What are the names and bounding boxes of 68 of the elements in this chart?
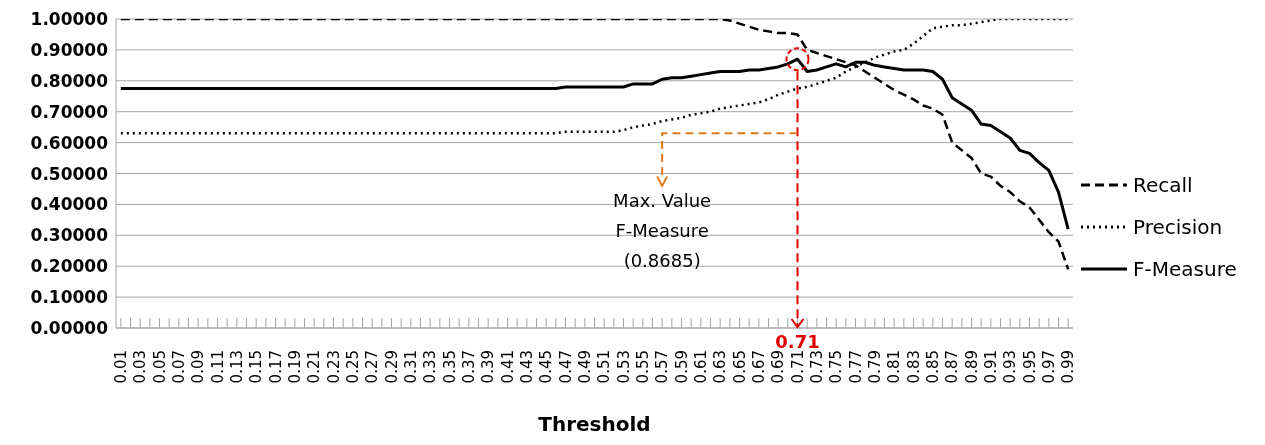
x-tick-label: 0.41 bbox=[498, 350, 517, 384]
x-tick-label: 0.05 bbox=[150, 350, 169, 384]
x-tick-label: 0.95 bbox=[1020, 350, 1039, 384]
y-tick-label: 0.70000 bbox=[30, 101, 109, 122]
x-tick-label: 0.55 bbox=[633, 350, 652, 384]
x-tick-label: 0.49 bbox=[575, 350, 594, 384]
x-tick-label: 0.09 bbox=[189, 350, 208, 384]
x-tick-label: 0.27 bbox=[363, 350, 382, 384]
x-tick-label: 0.87 bbox=[943, 350, 962, 384]
legend-label: Precision bbox=[1133, 215, 1223, 239]
ref-line-label: 0.71 bbox=[775, 331, 820, 352]
x-tick-label: 0.99 bbox=[1059, 350, 1078, 384]
x-tick-label: 0.39 bbox=[479, 350, 498, 384]
y-tick-label: 0.00000 bbox=[30, 318, 109, 339]
y-tick-label: 0.30000 bbox=[30, 225, 109, 246]
x-tick-label: 0.43 bbox=[517, 350, 536, 384]
x-tick-label: 0.73 bbox=[807, 350, 826, 384]
y-tick-label: 0.40000 bbox=[30, 194, 109, 215]
x-tick-label: 0.97 bbox=[1039, 350, 1058, 384]
x-tick-label: 0.37 bbox=[459, 350, 478, 384]
x-tick-label: 0.79 bbox=[865, 350, 884, 384]
x-tick-label: 0.61 bbox=[691, 350, 710, 384]
x-tick-label: 0.01 bbox=[111, 350, 130, 384]
x-tick-label: 0.59 bbox=[672, 350, 691, 384]
x-axis-title: Threshold bbox=[538, 412, 651, 436]
x-tick-label: 0.77 bbox=[846, 350, 865, 384]
x-tick-label: 0.45 bbox=[537, 350, 556, 384]
x-tick-label: 0.15 bbox=[247, 350, 266, 384]
x-tick-label: 0.53 bbox=[614, 350, 633, 384]
x-tick-label: 0.17 bbox=[266, 350, 285, 384]
x-tick-label: 0.47 bbox=[556, 350, 575, 384]
x-tick-label: 0.69 bbox=[769, 350, 788, 384]
y-tick-label: 0.10000 bbox=[30, 287, 109, 308]
x-tick-label: 0.25 bbox=[343, 350, 362, 384]
x-tick-label: 0.29 bbox=[382, 350, 401, 384]
y-tick-label: 0.90000 bbox=[30, 39, 109, 60]
x-tick-label: 0.65 bbox=[730, 350, 749, 384]
x-tick-label: 0.33 bbox=[421, 350, 440, 384]
x-tick-label: 0.19 bbox=[285, 350, 304, 384]
x-tick-label: 0.13 bbox=[227, 350, 246, 384]
line-series bbox=[119, 19, 1070, 271]
x-tick-label: 0.21 bbox=[305, 350, 324, 384]
y-tick-label: 1.00000 bbox=[30, 9, 109, 30]
x-tick-label: 0.11 bbox=[208, 350, 227, 384]
x-tick-label: 0.93 bbox=[1001, 350, 1020, 384]
x-tick-label: 0.81 bbox=[885, 350, 904, 384]
x-tick-label: 0.35 bbox=[440, 350, 459, 384]
x-tick-label: 0.63 bbox=[711, 350, 730, 384]
x-tick-label: 0.89 bbox=[962, 350, 981, 384]
x-tick-label: 0.07 bbox=[169, 350, 188, 384]
y-tick-label: 0.50000 bbox=[30, 163, 109, 184]
x-tick-label: 0.23 bbox=[324, 350, 343, 384]
annotation: Max. Value F-Measure (0.8685) bbox=[613, 190, 712, 272]
y-tick-label: 0.60000 bbox=[30, 132, 109, 153]
x-tick-label: 0.67 bbox=[749, 350, 768, 384]
x-tick-label: 0.85 bbox=[923, 350, 942, 384]
x-tick-label: 0.57 bbox=[653, 350, 672, 384]
x-tick-label: 0.31 bbox=[401, 350, 420, 384]
legend-label: Recall bbox=[1133, 173, 1193, 197]
y-tick-label: 0.20000 bbox=[30, 256, 109, 277]
legend-label: F-Measure bbox=[1133, 257, 1237, 281]
x-tick-label: 0.03 bbox=[131, 350, 150, 384]
x-tick-label: 0.71 bbox=[788, 350, 807, 384]
x-tick-label: 0.75 bbox=[827, 350, 846, 384]
x-tick-label: 0.51 bbox=[595, 350, 614, 384]
y-tick-label: 0.80000 bbox=[30, 70, 109, 91]
x-tick-label: 0.83 bbox=[904, 350, 923, 384]
x-tick-label: 0.91 bbox=[981, 350, 1000, 384]
